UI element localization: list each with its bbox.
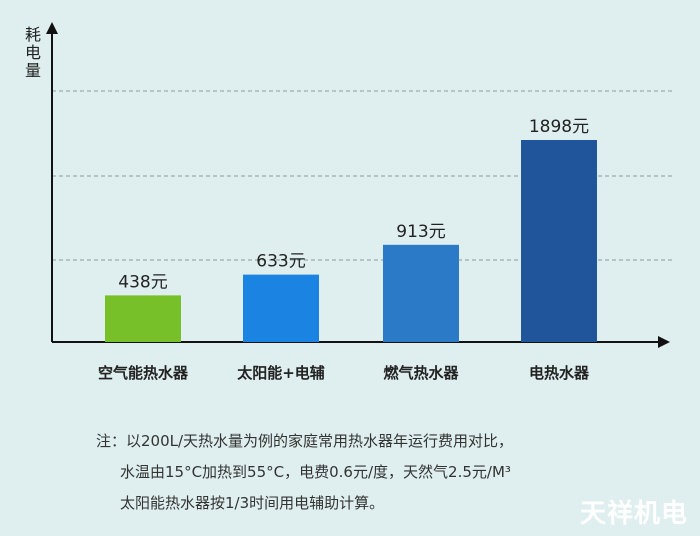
grid-lines xyxy=(52,90,672,261)
footnote-line-3: 太阳能热水器按1/3时间用电辅助计算。 xyxy=(120,494,385,512)
bar xyxy=(383,244,459,342)
bar xyxy=(105,295,181,342)
bar xyxy=(521,140,597,342)
y-axis-label: 耗电量 xyxy=(25,25,41,80)
footnote-line-1: 注：以200L/天热水量为例的家庭常用热水器年运行费用对比， xyxy=(96,432,514,450)
bar-value-label: 438元 xyxy=(118,272,167,292)
category-label: 电热水器 xyxy=(529,364,590,382)
bar-value-label: 913元 xyxy=(396,222,445,242)
category-label: 空气能热水器 xyxy=(98,364,189,382)
footnote: 注：以200L/天热水量为例的家庭常用热水器年运行费用对比， 水温由15°C加热… xyxy=(96,426,513,519)
bar-value-label: 633元 xyxy=(256,252,305,272)
x-axis-arrow xyxy=(658,336,670,348)
bar xyxy=(243,274,319,342)
category-label: 太阳能+电辅 xyxy=(237,364,325,382)
bar-value-label: 1898元 xyxy=(529,117,589,137)
category-label: 燃气热水器 xyxy=(383,364,459,382)
y-axis-arrow xyxy=(46,22,58,34)
watermark: 天祥机电 xyxy=(579,499,688,529)
footnote-line-2: 水温由15°C加热到55°C，电费0.6元/度，天然气2.5元/M³ xyxy=(120,463,511,481)
